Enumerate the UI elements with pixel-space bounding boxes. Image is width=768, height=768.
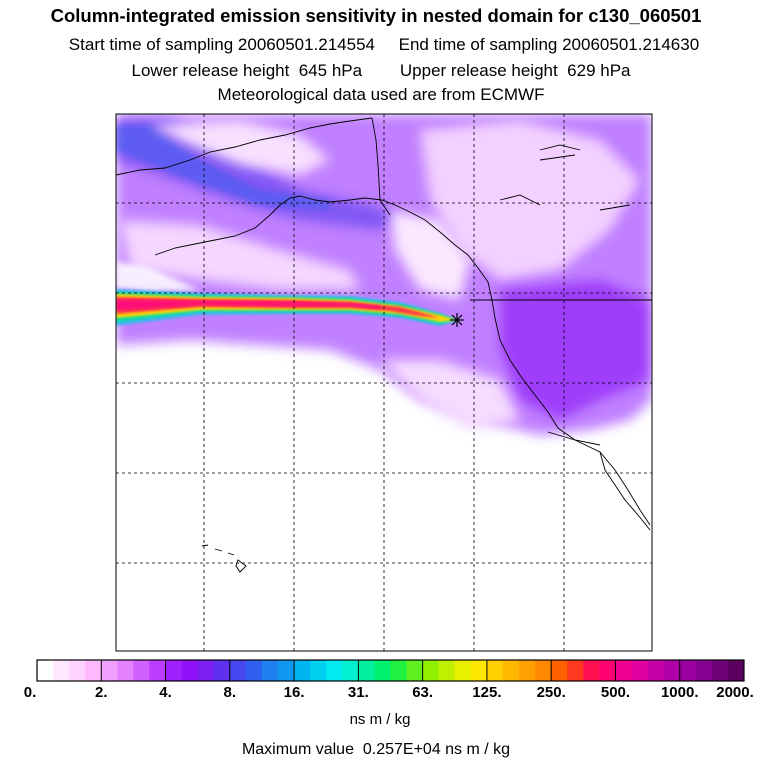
colorbar-swatch [245,660,263,681]
field-light-patch-north [150,120,330,175]
colorbar-tick-label: 63. [412,684,434,701]
colorbar-swatch [53,660,70,681]
colorbar-swatch [278,660,295,681]
colorbar-tick-label: 0. [23,684,37,701]
field-layer [116,114,652,651]
colorbar [36,659,745,682]
colorbar-swatch [438,660,456,681]
colorbar-swatch [133,660,150,681]
colorbar-swatch [502,660,520,681]
colorbar-tick-label: 1000. [660,684,699,701]
colorbar-swatch [711,660,729,681]
colorbar-tick-label: 250. [536,684,566,701]
colorbar-swatch [470,660,488,681]
subtitle-sampling-time: Start time of sampling 20060501.214554 E… [68,35,700,54]
colorbar-swatch [342,660,359,681]
colorbar-tick-label: 500. [600,684,631,701]
colorbar-tick-label: 4. [159,684,172,701]
coastline-alaska-peninsula [116,117,373,176]
subtitle-release-height: Lower release height 645 hPa Upper relea… [131,61,631,80]
colorbar-swatch [374,660,391,681]
receptor-marker [450,313,464,327]
colorbar-swatch [197,660,215,681]
colorbar-swatch [406,660,424,681]
colorbar-tick-label: 2. [95,684,108,701]
colorbar-swatch [695,660,713,681]
coastline-gulf-of-alaska [299,195,489,283]
maximum-value: Maximum value 0.257E+04 ns m / kg [241,741,511,758]
colorbar-swatch [679,660,697,681]
colorbar-tick-label: 125. [472,684,502,701]
colorbar-swatch [181,660,199,681]
subtitle-met-data: Meteorological data used are from ECMWF [217,85,545,104]
coastline-aleutians [154,195,301,256]
field-light-south [380,360,520,430]
colorbar-swatch [229,660,247,681]
coastlines [116,117,652,573]
coastline-baja [599,451,651,531]
map-frame [115,113,653,652]
colorbar-swatch [583,660,600,681]
colorbar-tick-label: 2000. [716,684,754,701]
colorbar-swatch [454,660,472,681]
colorbar-tick-label: 31. [347,684,369,701]
coastline-west-coast [487,281,651,526]
colorbar-swatch [117,660,134,681]
colorbar-swatch [310,660,327,681]
colorbar-swatch [85,660,102,681]
colorbar-swatch [535,660,552,681]
field-light-southwest [120,220,360,290]
colorbar-swatch [615,660,633,681]
field-light-patch-coast [390,210,470,300]
colorbar-units: ns m / kg [349,711,411,728]
colorbar-swatch [663,660,681,681]
chart-title: Column-integrated emission sensitivity i… [50,5,702,26]
field-dark-east [500,280,650,420]
colorbar-swatch [358,660,375,681]
colorbar-swatch [727,660,745,681]
plume-core-max [116,300,380,310]
border-alaska [371,117,391,216]
colorbar-tick-label: 8. [223,684,237,701]
colorbar-swatch [326,660,343,681]
colorbar-swatch [422,660,440,681]
graticule [116,114,652,651]
colorbar-swatch [599,660,616,681]
colorbar-swatch [69,660,86,681]
colorbar-swatch [149,660,167,681]
colorbar-swatch [486,660,504,681]
colorbar-swatch [567,660,584,681]
colorbar-swatch [390,660,408,681]
colorbar-swatch [631,660,649,681]
border-us-mexico [547,431,601,446]
colorbar-swatch [37,660,54,681]
coastline-north-islands [499,144,631,211]
colorbar-swatch [647,660,665,681]
field-west-stripes [116,262,200,292]
colorbar-tick-label: 16. [283,684,305,701]
colorbar-swatch [551,660,568,681]
colorbar-swatch [213,660,231,681]
colorbar-frame [36,659,745,682]
colorbar-swatch [165,660,183,681]
colorbar-swatch [261,660,279,681]
colorbar-swatch [101,660,118,681]
colorbar-swatch [294,660,311,681]
colorbar-swatch [519,660,536,681]
hawaii-islands [201,544,247,573]
field-blue-band-2 [116,125,330,210]
